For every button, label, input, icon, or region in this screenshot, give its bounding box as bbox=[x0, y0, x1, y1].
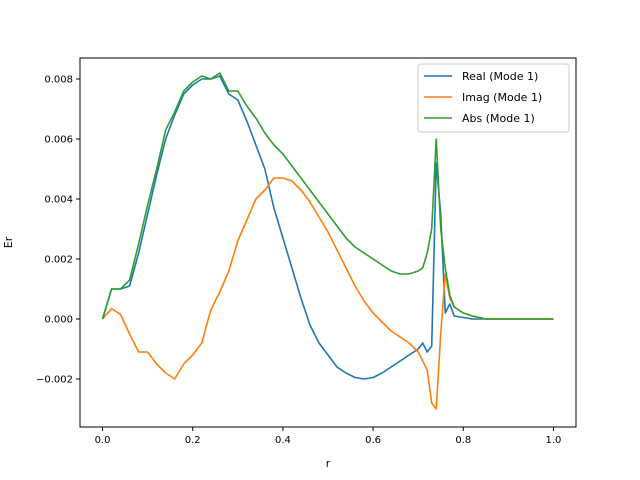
x-axis-label: r bbox=[326, 457, 331, 470]
x-tick-label: 0.4 bbox=[275, 435, 291, 446]
x-tick-label: 0.6 bbox=[365, 435, 381, 446]
x-tick-label: 1.0 bbox=[546, 435, 562, 446]
y-tick-label: 0.000 bbox=[44, 315, 73, 326]
axes-frame bbox=[79, 57, 577, 428]
legend-label-2: Imag (Mode 1) bbox=[462, 91, 542, 104]
legend: Real (Mode 1) Imag (Mode 1) Abs (Mode 1) bbox=[417, 63, 570, 133]
legend-box bbox=[417, 63, 570, 133]
x-axis-ticks: 0.0 0.2 0.4 0.6 0.8 1.0 bbox=[95, 427, 562, 446]
legend-label-3: Abs (Mode 1) bbox=[462, 112, 535, 125]
y-tick-label: 0.008 bbox=[44, 75, 73, 86]
series-layer bbox=[101, 72, 554, 410]
x-tick-label: 0.8 bbox=[455, 435, 471, 446]
x-tick-label: 0.2 bbox=[185, 435, 201, 446]
series-line-3 bbox=[101, 72, 554, 320]
y-tick-label: 0.004 bbox=[44, 195, 73, 206]
series-line-1 bbox=[101, 75, 554, 380]
series-line-2 bbox=[101, 177, 554, 410]
legend-label-1: Real (Mode 1) bbox=[462, 70, 538, 83]
y-tick-label: 0.006 bbox=[44, 135, 73, 146]
y-tick-label: −0.002 bbox=[36, 375, 73, 386]
y-tick-label: 0.002 bbox=[44, 255, 73, 266]
y-axis-label: Er bbox=[2, 236, 15, 248]
x-tick-label: 0.0 bbox=[95, 435, 111, 446]
y-axis-ticks: −0.002 0.000 0.002 0.004 0.006 0.008 bbox=[36, 75, 80, 386]
